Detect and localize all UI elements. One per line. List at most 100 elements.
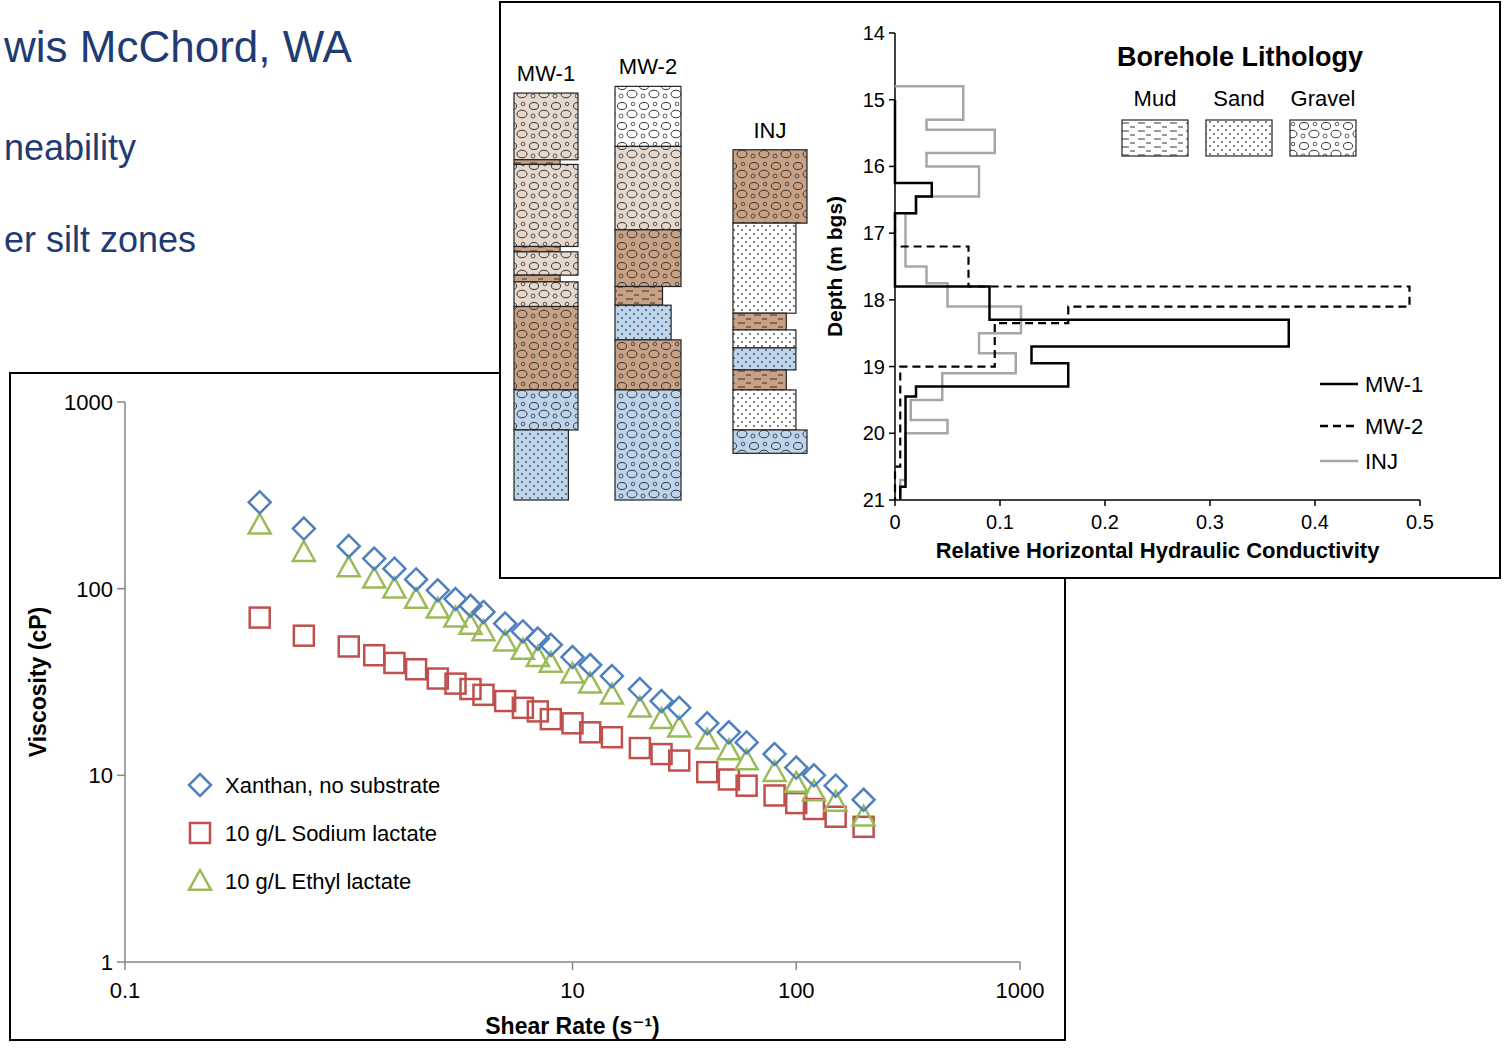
- layer: [514, 307, 578, 390]
- legend-label: 10 g/L Ethyl lactate: [225, 869, 411, 894]
- slide-bullet: neability: [4, 127, 136, 168]
- layer-pattern: [615, 230, 681, 287]
- layer-fill: [514, 282, 578, 307]
- layer-fill: [514, 252, 578, 275]
- data-point: [293, 541, 315, 561]
- layer-pattern: [514, 282, 578, 307]
- stage: wis McChord, WAneabilityer silt zones110…: [0, 0, 1506, 1050]
- lithology-legend-label: Sand: [1213, 86, 1264, 111]
- lithology-swatch-pattern: [1206, 120, 1272, 156]
- inset-panel: MW-1MW-2INJBorehole LithologyMudSandGrav…: [500, 2, 1500, 578]
- data-point: [737, 776, 757, 796]
- y-tick-label: 18: [863, 289, 885, 311]
- x-tick: [1019, 962, 1021, 970]
- data-point: [736, 731, 758, 753]
- legend-label: MW-1: [1365, 372, 1423, 397]
- data-point: [294, 626, 314, 646]
- data-point: [853, 806, 875, 826]
- y-tick: [117, 401, 125, 403]
- slide-bullet: er silt zones: [4, 219, 196, 260]
- data-point: [696, 712, 718, 734]
- data-point: [383, 558, 405, 580]
- data-point: [601, 665, 623, 687]
- layer-pattern: [514, 430, 568, 500]
- data-point: [338, 556, 360, 576]
- layer-pattern: [514, 160, 560, 165]
- layer-pattern: [733, 330, 796, 348]
- column-label: MW-2: [619, 54, 677, 79]
- inset-frame: [500, 2, 1500, 578]
- layer-pattern: [733, 370, 786, 390]
- layer-pattern: [514, 246, 560, 251]
- legend-label: Xanthan, no substrate: [225, 773, 440, 798]
- data-point: [541, 709, 561, 729]
- layer-fill: [733, 348, 796, 370]
- lithology-title: Borehole Lithology: [1117, 42, 1363, 72]
- layer: [514, 275, 560, 282]
- layer-pattern: [514, 93, 578, 160]
- x-tick-label: 1000: [996, 978, 1045, 1003]
- layer: [514, 430, 568, 500]
- layer: [514, 252, 578, 275]
- x-tick: [1419, 500, 1421, 506]
- y-tick-label: 1000: [64, 390, 113, 415]
- legend-label: 10 g/L Sodium lactate: [225, 821, 437, 846]
- profile-line: [895, 213, 1410, 500]
- lithology-swatch: [1206, 120, 1272, 156]
- legend-marker: [189, 774, 211, 796]
- y-axis-title: Viscosity (cP): [25, 607, 51, 757]
- lithology-swatch-pattern: [1122, 120, 1188, 156]
- x-tick: [894, 500, 896, 506]
- layer-pattern: [733, 390, 796, 430]
- profile-line: [895, 86, 1021, 500]
- lithology-swatch-pattern: [1290, 120, 1356, 156]
- y-tick-label: 10: [89, 763, 113, 788]
- column-label: MW-1: [517, 61, 575, 86]
- layer-fill: [733, 313, 786, 330]
- data-point: [472, 601, 494, 623]
- data-point: [405, 568, 427, 590]
- legend: Xanthan, no substrate 10 g/L Sodium lacta…: [189, 773, 440, 894]
- layer-pattern: [514, 390, 578, 430]
- data-point: [804, 799, 824, 819]
- layer-fill: [733, 390, 796, 430]
- data-point: [406, 659, 426, 679]
- layer-fill: [615, 390, 681, 500]
- series-1: [250, 608, 874, 837]
- data-point: [825, 791, 847, 811]
- layer-fill: [514, 93, 578, 160]
- layer-fill: [514, 164, 578, 246]
- layer-fill: [514, 246, 560, 251]
- data-point: [364, 645, 384, 665]
- x-tick-label: 0.3: [1196, 511, 1224, 533]
- x-tick-label: 0.5: [1406, 511, 1434, 533]
- column-label: INJ: [754, 118, 787, 143]
- layer: [615, 287, 663, 306]
- layer-pattern: [733, 348, 796, 370]
- lithology-swatch: [1122, 120, 1188, 156]
- legend-line: [1320, 383, 1358, 386]
- x-tick: [1104, 500, 1106, 506]
- data-point: [445, 588, 467, 610]
- layer: [733, 430, 807, 453]
- layer: [615, 305, 671, 340]
- layer-fill: [733, 370, 786, 390]
- layer-fill: [733, 150, 807, 223]
- layer: [514, 282, 578, 307]
- data-point: [668, 697, 690, 719]
- y-tick-label: 14: [863, 22, 885, 44]
- x-tick-label: 100: [778, 978, 815, 1003]
- layer-fill: [615, 146, 681, 229]
- data-point: [630, 738, 650, 758]
- x-tick-label: 0.2: [1091, 511, 1119, 533]
- y-tick-label: 20: [863, 422, 885, 444]
- layer: [733, 370, 786, 390]
- layer: [733, 150, 807, 223]
- layer: [615, 390, 681, 500]
- data-point: [338, 535, 360, 557]
- data-point: [293, 518, 315, 540]
- data-point: [803, 764, 825, 786]
- layer: [514, 164, 578, 246]
- layer: [514, 390, 578, 430]
- layer-fill: [615, 287, 663, 306]
